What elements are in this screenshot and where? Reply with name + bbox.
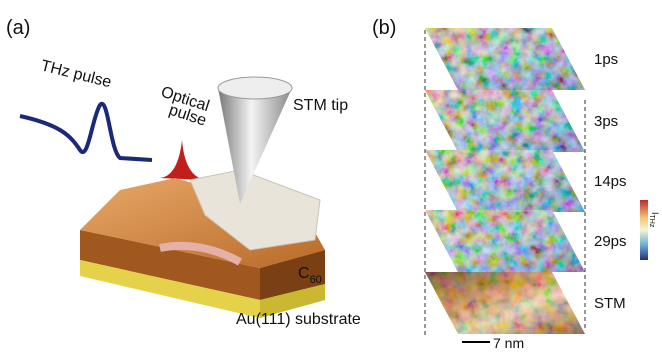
map-noise	[425, 210, 585, 272]
optical-pulse	[160, 140, 205, 180]
scale-label: 7 nm	[493, 335, 524, 348]
map-noise	[425, 28, 585, 90]
cb-sub: THz	[648, 215, 655, 228]
frame-label: STM	[594, 295, 626, 312]
tip-label: STM tip	[293, 97, 348, 114]
thz-wave	[20, 104, 152, 160]
frame-label: 14ps	[594, 173, 627, 190]
panel-label: (b)	[372, 17, 396, 39]
substrate-label: Au(111) substrate	[236, 311, 361, 328]
frame-label: 3ps	[594, 113, 618, 130]
panel-label: (a)	[6, 17, 30, 39]
colorbar-label: ITHz	[648, 212, 660, 228]
thz-label: THz pulse	[39, 57, 113, 91]
frame-label: 1ps	[594, 51, 618, 68]
figure: (a) THz pulse Optical pulse C60 Au(111) …	[0, 0, 662, 348]
frame-label: 29ps	[594, 233, 627, 250]
c60-base: C	[298, 265, 310, 282]
tip-top	[218, 77, 292, 99]
map-noise	[425, 90, 585, 152]
map-noise	[425, 272, 585, 334]
map-noise	[425, 150, 585, 212]
frames: 1ps 3ps 14ps 29ps STM	[425, 28, 627, 334]
colorbar	[640, 200, 648, 260]
c60-sub: 60	[310, 274, 322, 286]
